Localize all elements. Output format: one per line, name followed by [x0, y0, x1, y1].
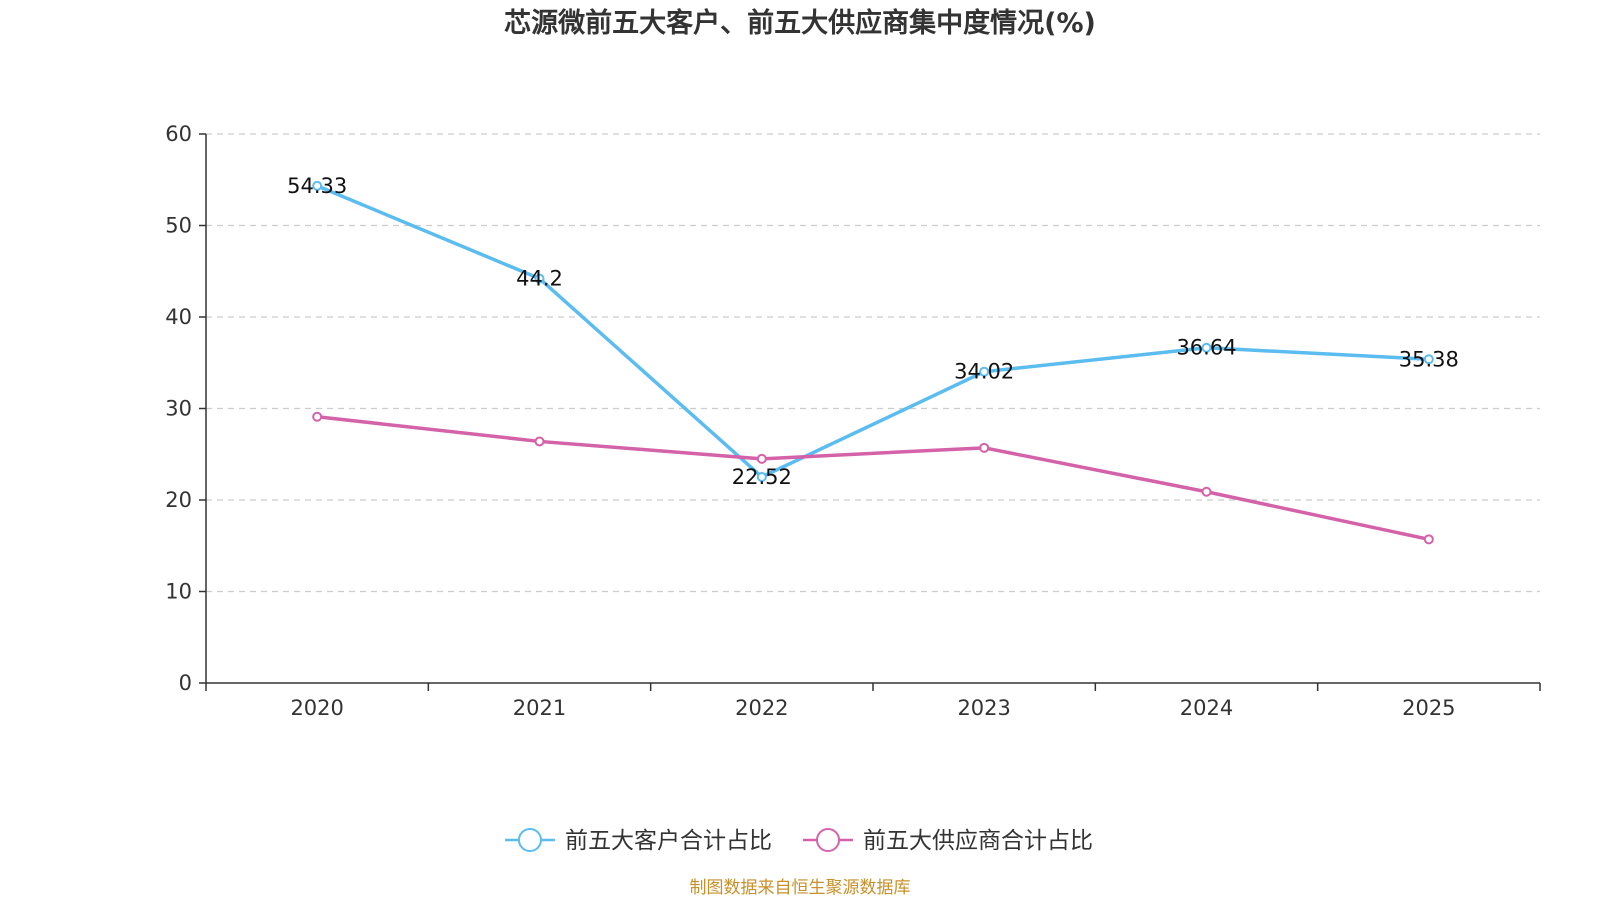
y-tick-label: 40: [165, 305, 192, 329]
data-point[interactable]: [1423, 354, 1434, 365]
data-point[interactable]: [979, 366, 990, 377]
data-label: 44.2: [516, 267, 563, 291]
data-point[interactable]: [1423, 534, 1434, 545]
x-tick-label: 2025: [1402, 696, 1455, 720]
legend-marker-icon: [816, 828, 840, 852]
data-point[interactable]: [534, 436, 545, 447]
data-label: 36.64: [1176, 336, 1236, 360]
y-tick-label: 20: [165, 488, 192, 512]
y-tick-label: 0: [179, 671, 192, 695]
series-line-1: [316, 184, 1429, 479]
data-label: 35.38: [1399, 347, 1459, 371]
x-tick-label: 2023: [957, 696, 1010, 720]
data-point[interactable]: [534, 273, 545, 284]
data-point[interactable]: [756, 471, 767, 482]
series-line-2: [316, 414, 1430, 542]
data-point[interactable]: [1201, 342, 1212, 353]
data-label: 34.02: [954, 360, 1014, 384]
legend-label: 前五大客户合计占比: [565, 828, 772, 854]
x-tick-label: 2021: [513, 696, 566, 720]
data-point[interactable]: [756, 453, 767, 464]
y-tick-label: 50: [165, 214, 192, 238]
legend-label: 前五大供应商合计占比: [863, 828, 1093, 854]
legend-marker-icon: [518, 828, 542, 852]
series-lines: [312, 180, 1434, 545]
data-labels: 54.33 44.2 22.52 34.02 36.64 35.38: [287, 174, 1459, 489]
data-label: 54.33: [287, 174, 347, 198]
y-tick-label: 60: [165, 122, 192, 146]
chart-title: 芯源微前五大客户、前五大供应商集中度情况(%): [504, 7, 1096, 39]
y-tick-label: 10: [165, 580, 192, 604]
gridlines: [206, 133, 1540, 593]
legend[interactable]: 前五大客户合计占比 前五大供应商合计占比: [505, 828, 1093, 854]
data-point[interactable]: [979, 442, 990, 453]
x-tick-label: 2022: [735, 696, 788, 720]
data-point[interactable]: [312, 180, 323, 191]
source-note: 制图数据来自恒生聚源数据库: [690, 878, 911, 898]
x-tick-label: 2020: [290, 696, 343, 720]
legend-item-1[interactable]: 前五大客户合计占比: [505, 828, 772, 854]
data-point[interactable]: [312, 411, 323, 422]
data-point[interactable]: [1201, 486, 1212, 497]
x-tick-label: 2024: [1180, 696, 1233, 720]
y-axis-ticks: 0 10 20 30 40 50 60: [165, 122, 206, 695]
legend-item-2[interactable]: 前五大供应商合计占比: [803, 828, 1093, 854]
data-label: 22.52: [732, 465, 792, 489]
y-tick-label: 30: [165, 397, 192, 421]
x-axis-ticks: 2020 2021 2022 2023 2024 2025: [205, 683, 1541, 720]
